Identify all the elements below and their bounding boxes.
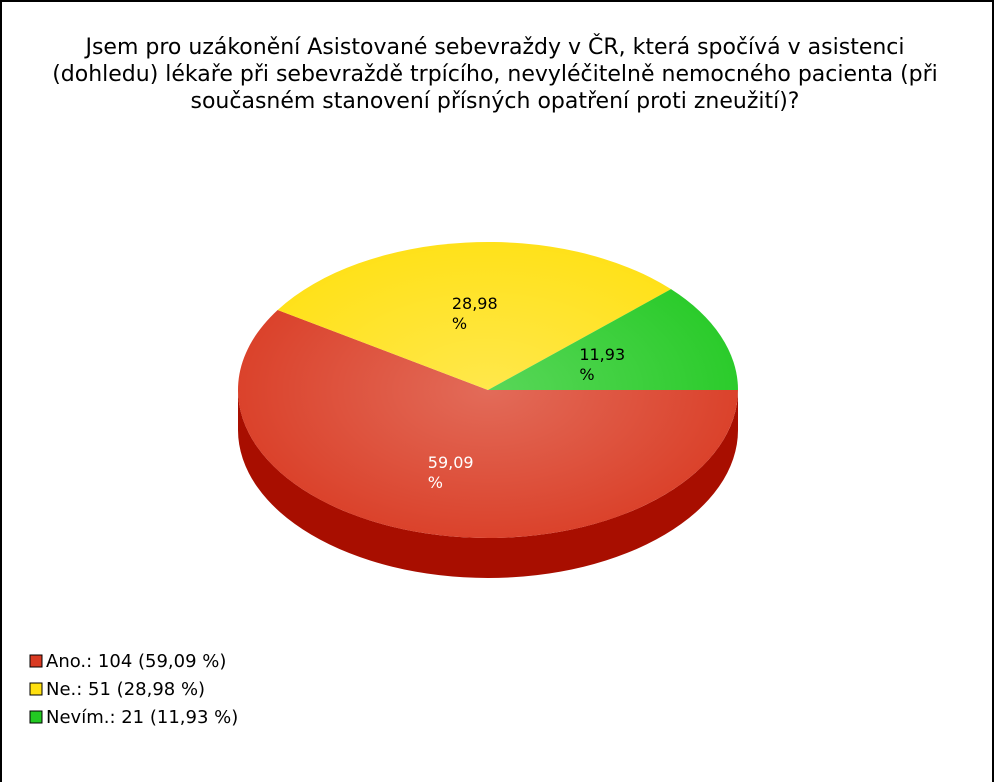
- value-label: 11,93%: [579, 345, 625, 384]
- legend-label: Ano.: 104 (59,09 %): [46, 651, 226, 672]
- highlight: [238, 242, 738, 538]
- legend-swatch: [29, 710, 43, 724]
- value-label-line: %: [452, 314, 467, 333]
- legend-swatch: [29, 654, 43, 668]
- value-label: 59,09%: [428, 453, 474, 492]
- value-label: 28,98%: [452, 294, 498, 333]
- value-label-line: 59,09: [428, 453, 474, 472]
- slice-side: [238, 390, 738, 578]
- legend-label: Nevím.: 21 (11,93 %): [46, 707, 238, 728]
- value-label-line: %: [579, 365, 594, 384]
- value-label-line: 28,98: [452, 294, 498, 313]
- value-label-line: %: [428, 473, 443, 492]
- legend-swatch: [29, 682, 43, 696]
- value-label-line: 11,93: [579, 345, 625, 364]
- legend-label: Ne.: 51 (28,98 %): [46, 679, 205, 700]
- chart-title: Jsem pro uzákonění Asistované sebevraždy…: [52, 35, 938, 114]
